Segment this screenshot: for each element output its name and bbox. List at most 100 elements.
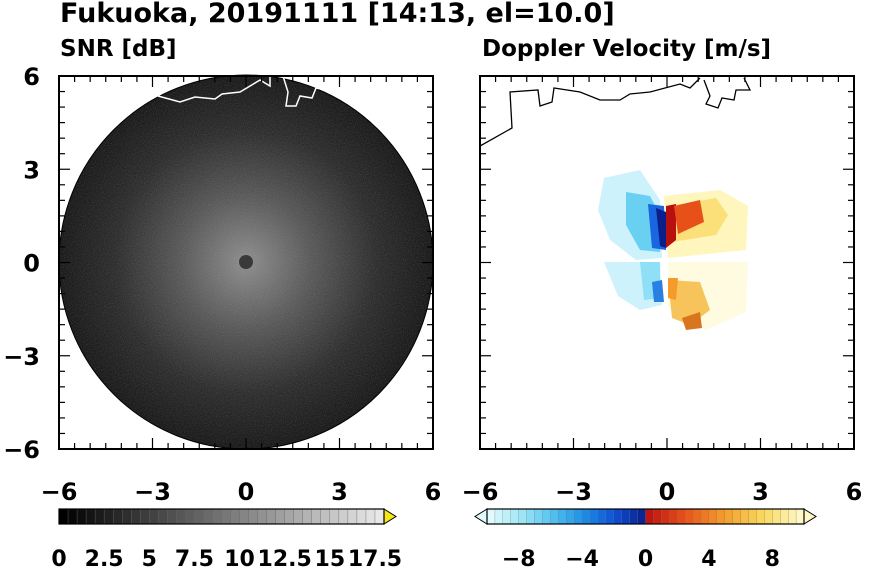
velocity-colorbar-cell <box>502 508 512 525</box>
snr-colorbar-label: 2.5 <box>85 547 124 570</box>
snr-colorbar-cell <box>140 508 150 525</box>
velocity-colorbar-cell <box>542 508 551 525</box>
snr-colorbar-cell <box>302 508 313 525</box>
snr-colorbar-cell <box>284 508 295 525</box>
snr-colorbar-label: 5 <box>142 547 157 570</box>
y-tick-label: 3 <box>23 156 40 184</box>
snr-colorbar-cell <box>158 508 168 525</box>
snr-colorbar-cell <box>347 508 358 525</box>
velocity-colorbar-cell <box>661 508 670 525</box>
snr-colorbar-cell <box>329 508 340 525</box>
velocity-colorbar-cell <box>518 508 528 525</box>
snr-colorbar-label: 12.5 <box>258 547 312 570</box>
snr-colorbar-cell <box>185 508 195 525</box>
velocity-tick-marks <box>479 75 855 450</box>
velocity-colorbar-cell <box>772 508 781 525</box>
snr-colorbar-cell <box>76 508 87 525</box>
velocity-echo <box>598 170 748 330</box>
snr-colorbar-cell <box>338 508 349 525</box>
snr-colorbar-cell <box>311 508 322 525</box>
snr-colorbar-frame <box>58 508 385 525</box>
snr-colorbar-cell <box>257 508 268 525</box>
velocity-colorbar-cell <box>613 508 623 525</box>
y-tick-label: 0 <box>23 250 40 278</box>
velocity-plot-area <box>479 75 855 450</box>
velocity-coastline-island <box>703 77 752 109</box>
y-tick-label: −6 <box>3 436 40 464</box>
velocity-colorbar-cell <box>740 508 749 525</box>
snr-colorbar-cell <box>149 508 159 525</box>
figure-title: Fukuoka, 20191111 [14:13, el=10.0] <box>60 0 615 29</box>
x-tick-label: 0 <box>659 478 676 506</box>
snr-colorbar-cell <box>121 508 132 525</box>
velocity-colorbar-cell <box>486 508 496 525</box>
snr-plot-area <box>58 74 434 450</box>
y-tick-label: −3 <box>3 343 40 371</box>
velocity-colorbar-cell <box>637 508 646 525</box>
velocity-colorbar-cell <box>550 508 559 525</box>
velocity-colorbar-frame <box>486 508 805 525</box>
snr-colorbar-cell <box>221 508 232 525</box>
velocity-colorbar-label: −8 <box>502 547 536 570</box>
y-tick-label: 6 <box>23 63 40 91</box>
snr-colorbar-cell <box>112 508 123 525</box>
snr-colorbar-tick-labels: 0 2.5 5 7.5 10 12.5 15 17.5 <box>51 547 402 570</box>
x-tick-label: 3 <box>331 478 348 506</box>
snr-colorbar-cell <box>365 508 376 525</box>
snr-colorbar-label: 10 <box>224 547 255 570</box>
velocity-colorbar-cell <box>605 508 615 525</box>
velocity-colorbar-cell <box>566 508 575 525</box>
snr-colorbar-cell <box>167 508 177 525</box>
x-tick-label: −3 <box>555 478 592 506</box>
snr-colorbar-cell <box>85 508 96 525</box>
snr-colorbar <box>58 508 397 525</box>
snr-coastline-island <box>282 76 328 107</box>
velocity-colorbar-cell <box>716 508 726 525</box>
x-tick-label: 6 <box>425 478 442 506</box>
velocity-colorbar-cell <box>780 508 789 525</box>
snr-colorbar-cell <box>275 508 286 525</box>
snr-colorbar-cell <box>212 508 223 525</box>
snr-colorbar-cell <box>94 508 105 525</box>
snr-colorbar-cell <box>374 508 385 525</box>
x-tick-label: 3 <box>752 478 769 506</box>
velocity-colorbar-cell <box>795 508 805 525</box>
velocity-colorbar-tick-labels: −8 −4 0 4 8 <box>502 547 780 570</box>
velocity-colorbar-cell <box>692 508 702 525</box>
velocity-colorbar-cell <box>574 508 583 525</box>
velocity-colorbar-cell <box>677 508 686 525</box>
snr-colorbar-cell <box>203 508 213 525</box>
velocity-colorbar-cell <box>597 508 607 525</box>
velocity-colorbar-extend-max <box>803 508 817 525</box>
velocity-colorbar-cell <box>526 508 536 525</box>
velocity-colorbar-extend-min <box>474 508 488 525</box>
snr-colorbar-label: 17.5 <box>348 547 402 570</box>
snr-colorbar-label: 0 <box>51 547 66 570</box>
snr-colorbar-label: 15 <box>315 547 346 570</box>
velocity-colorbar-label: 0 <box>638 547 653 570</box>
x-tick-label: −6 <box>462 478 499 506</box>
snr-tick-marks <box>58 75 434 450</box>
velocity-colorbar-cell <box>589 508 599 525</box>
x-tick-label: 0 <box>238 478 255 506</box>
snr-colorbar-cell <box>230 508 241 525</box>
snr-colorbar-extend <box>383 508 397 525</box>
velocity-colorbar-cell <box>764 508 773 525</box>
velocity-coastline <box>480 77 701 147</box>
velocity-colorbar-cell <box>629 508 639 525</box>
snr-panel-title: SNR [dB] <box>60 36 177 62</box>
snr-colorbar-cell <box>194 508 204 525</box>
x-tick-label: 6 <box>846 478 863 506</box>
velocity-colorbar-cell <box>700 508 710 525</box>
velocity-colorbar-cell <box>534 508 543 525</box>
snr-colorbar-cell <box>320 508 331 525</box>
snr-colorbar-label: 7.5 <box>175 547 214 570</box>
x-tick-label: −3 <box>134 478 171 506</box>
velocity-colorbar-cell <box>684 508 694 525</box>
velocity-colorbar-cell <box>748 508 757 525</box>
snr-colorbar-cell <box>131 508 141 525</box>
radar-site-marker <box>239 255 253 269</box>
velocity-colorbar-cell <box>788 508 797 525</box>
velocity-x-tick-labels: −6 −3 0 3 6 <box>462 478 863 506</box>
